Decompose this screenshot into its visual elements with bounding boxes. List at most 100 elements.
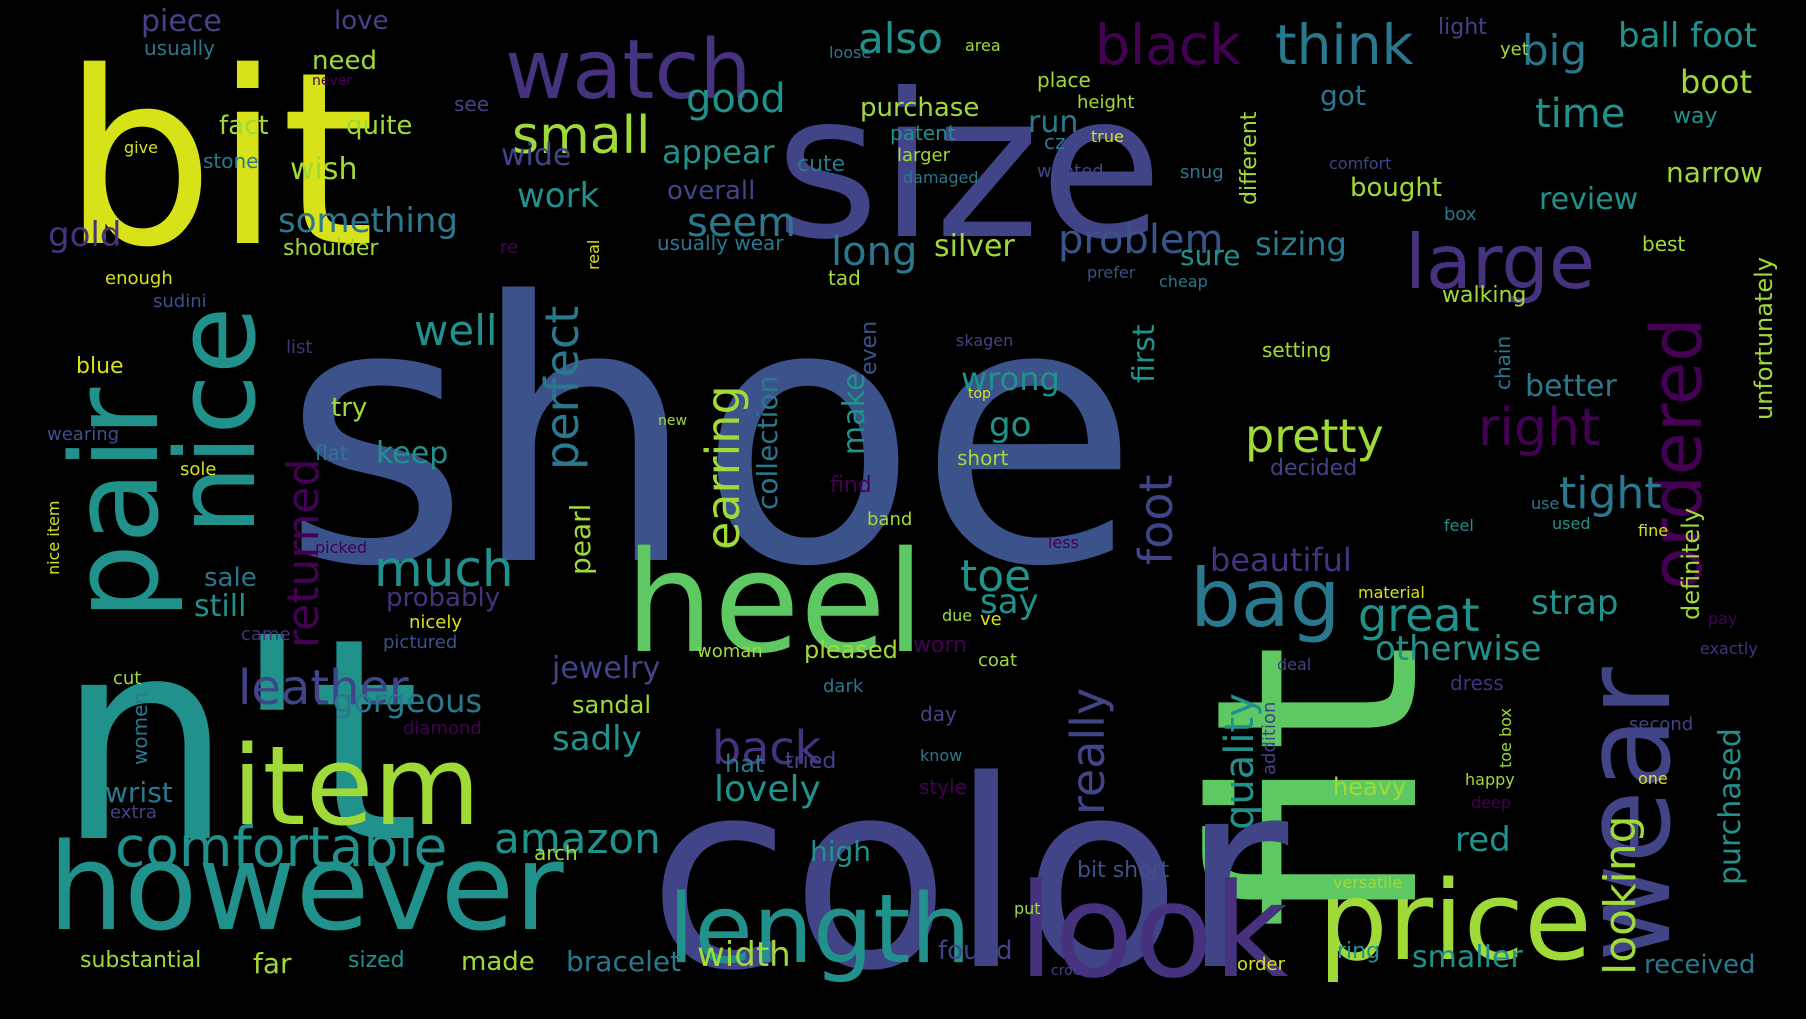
word-flat: flat xyxy=(315,440,348,465)
word-well: well xyxy=(414,306,498,356)
word-decided: decided xyxy=(1270,456,1358,482)
word-go: go xyxy=(989,405,1032,446)
word-better: better xyxy=(1525,369,1617,405)
word-cz: cz xyxy=(1044,129,1066,154)
word-bracelet: bracelet xyxy=(566,944,682,978)
word-worn: worn xyxy=(913,633,968,659)
word-extra: extra xyxy=(110,802,157,824)
word-picked: picked xyxy=(315,537,368,557)
word-versatile: versatile xyxy=(1333,872,1403,892)
word-arch: arch xyxy=(534,840,578,865)
word-less: less xyxy=(1048,532,1079,552)
word-ball-foot: ball foot xyxy=(1618,16,1758,57)
word-earring: earring xyxy=(696,385,751,550)
word-item: item xyxy=(232,722,481,851)
word-black: black xyxy=(1095,13,1241,78)
word-skagen: skagen xyxy=(956,330,1014,350)
word-wide: wide xyxy=(501,138,572,174)
word-sole: sole xyxy=(180,459,217,481)
word-fine: fine xyxy=(1638,520,1669,540)
word-order: order xyxy=(1237,954,1285,976)
word-yet: yet xyxy=(1500,39,1529,61)
word-gorgeous: gorgeous xyxy=(333,681,483,720)
word-enough: enough xyxy=(105,268,173,290)
word-hat: hat xyxy=(725,749,765,778)
word-perfect: perfect xyxy=(535,305,590,470)
word-know: know xyxy=(920,745,963,765)
word-strap: strap xyxy=(1531,583,1619,624)
word-give: give xyxy=(124,137,158,157)
word-list: list xyxy=(286,337,313,359)
word-unfortunately: unfortunately xyxy=(1749,256,1778,420)
word-see: see xyxy=(454,91,490,116)
word-sized: sized xyxy=(348,948,405,974)
word-red: red xyxy=(1455,820,1511,861)
word-blue: blue xyxy=(76,354,124,380)
word-also: also xyxy=(858,14,943,64)
word-top: top xyxy=(968,386,991,403)
word-deal: deal xyxy=(1277,654,1312,674)
word-usually-wear: usually wear xyxy=(657,230,784,255)
word-tad: tad xyxy=(828,265,861,290)
word-right: right xyxy=(1478,398,1601,459)
word-prefer: prefer xyxy=(1087,262,1136,282)
word-fact: fact xyxy=(219,111,269,142)
word-heavy: heavy xyxy=(1333,772,1407,801)
word-shoe: shoe xyxy=(282,226,1140,646)
word-n-t: n't xyxy=(56,579,421,906)
word-still: still xyxy=(194,589,247,625)
word-style: style xyxy=(919,774,967,799)
word-feel: feel xyxy=(1444,515,1474,535)
word-band: band xyxy=(867,509,913,531)
word-height: height xyxy=(1077,92,1135,114)
word-second: second xyxy=(1629,714,1694,736)
word-wearing: wearing xyxy=(47,424,120,446)
word-sure: sure xyxy=(1180,238,1241,272)
word-wish: wish xyxy=(290,152,358,188)
word-long: long xyxy=(831,228,918,275)
word-sudini: sudini xyxy=(153,291,207,313)
word-put: put xyxy=(1014,898,1041,918)
word-sadly: sadly xyxy=(552,719,642,760)
word-made: made xyxy=(461,947,535,978)
word-sizing: sizing xyxy=(1255,224,1347,263)
word-piece: piece xyxy=(141,4,222,40)
word-loose: loose xyxy=(829,42,872,62)
word-cute: cute xyxy=(797,152,846,178)
word-damaged: damaged xyxy=(903,167,979,187)
word-tight: tight xyxy=(1559,467,1662,519)
word-bit: bit xyxy=(62,19,376,300)
word-sale: sale xyxy=(204,563,257,594)
word-watch: watch xyxy=(505,22,752,118)
word-patent: patent xyxy=(890,120,956,145)
word-comfortable: comfortable xyxy=(115,815,448,880)
word-pearl: pearl xyxy=(563,503,597,575)
word-lovely: lovely xyxy=(714,768,821,810)
word-cheap: cheap xyxy=(1159,271,1208,291)
word-sandal: sandal xyxy=(572,690,652,719)
word-bag: bag xyxy=(1190,552,1341,646)
word-usually: usually xyxy=(144,35,215,60)
word-look: look xyxy=(1018,855,1289,1008)
word-short: short xyxy=(957,445,1009,470)
word-purchase: purchase xyxy=(860,93,980,124)
word-larger: larger xyxy=(897,145,951,167)
word-large: large xyxy=(1405,218,1596,306)
word-work: work xyxy=(517,176,600,217)
word-deep: deep xyxy=(1471,792,1511,812)
word-true: true xyxy=(1091,126,1124,146)
word-wrist: wrist xyxy=(105,775,173,809)
word-wanted: wanted xyxy=(1037,161,1104,183)
word-dark: dark xyxy=(823,676,864,698)
word-area: area xyxy=(965,35,1001,55)
word-use: use xyxy=(1531,493,1560,513)
word-comfort: comfort xyxy=(1329,153,1392,173)
word-even: even xyxy=(857,320,883,375)
word-foot: foot xyxy=(1129,474,1184,565)
word-run: run xyxy=(1028,105,1079,141)
word-color: color xyxy=(648,726,1289,1019)
word-silver: silver xyxy=(934,229,1015,265)
word-box: box xyxy=(1444,204,1477,226)
word-seem: seem xyxy=(687,199,797,246)
